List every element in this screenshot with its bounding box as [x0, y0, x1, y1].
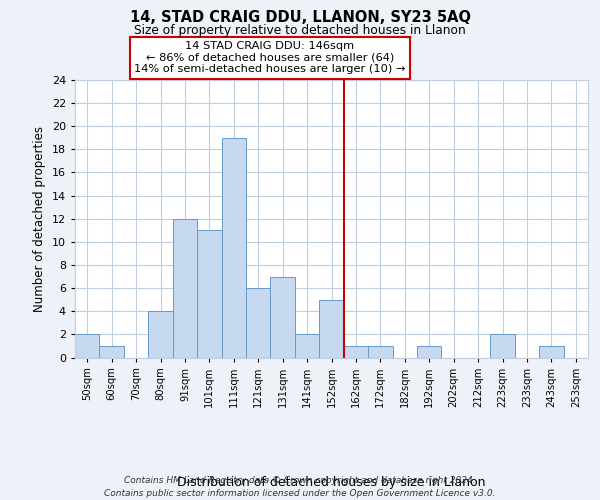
Y-axis label: Number of detached properties: Number of detached properties — [33, 126, 46, 312]
Text: 14 STAD CRAIG DDU: 146sqm
← 86% of detached houses are smaller (64)
14% of semi-: 14 STAD CRAIG DDU: 146sqm ← 86% of detac… — [134, 41, 406, 74]
Bar — [295, 334, 319, 357]
Text: Contains HM Land Registry data © Crown copyright and database right 2024.: Contains HM Land Registry data © Crown c… — [124, 476, 476, 485]
Bar — [539, 346, 563, 358]
Bar — [173, 219, 197, 358]
Bar — [490, 334, 515, 357]
Bar — [148, 311, 173, 358]
Bar — [417, 346, 442, 358]
Text: Size of property relative to detached houses in Llanon: Size of property relative to detached ho… — [134, 24, 466, 37]
Bar — [344, 346, 368, 358]
Bar — [197, 230, 221, 358]
Bar — [100, 346, 124, 358]
Text: 14, STAD CRAIG DDU, LLANON, SY23 5AQ: 14, STAD CRAIG DDU, LLANON, SY23 5AQ — [130, 10, 470, 25]
Bar — [246, 288, 271, 358]
Bar — [319, 300, 344, 358]
X-axis label: Distribution of detached houses by size in Llanon: Distribution of detached houses by size … — [177, 476, 486, 490]
Text: Contains public sector information licensed under the Open Government Licence v3: Contains public sector information licen… — [104, 489, 496, 498]
Bar — [75, 334, 100, 357]
Bar — [368, 346, 392, 358]
Bar — [271, 276, 295, 357]
Bar — [221, 138, 246, 358]
